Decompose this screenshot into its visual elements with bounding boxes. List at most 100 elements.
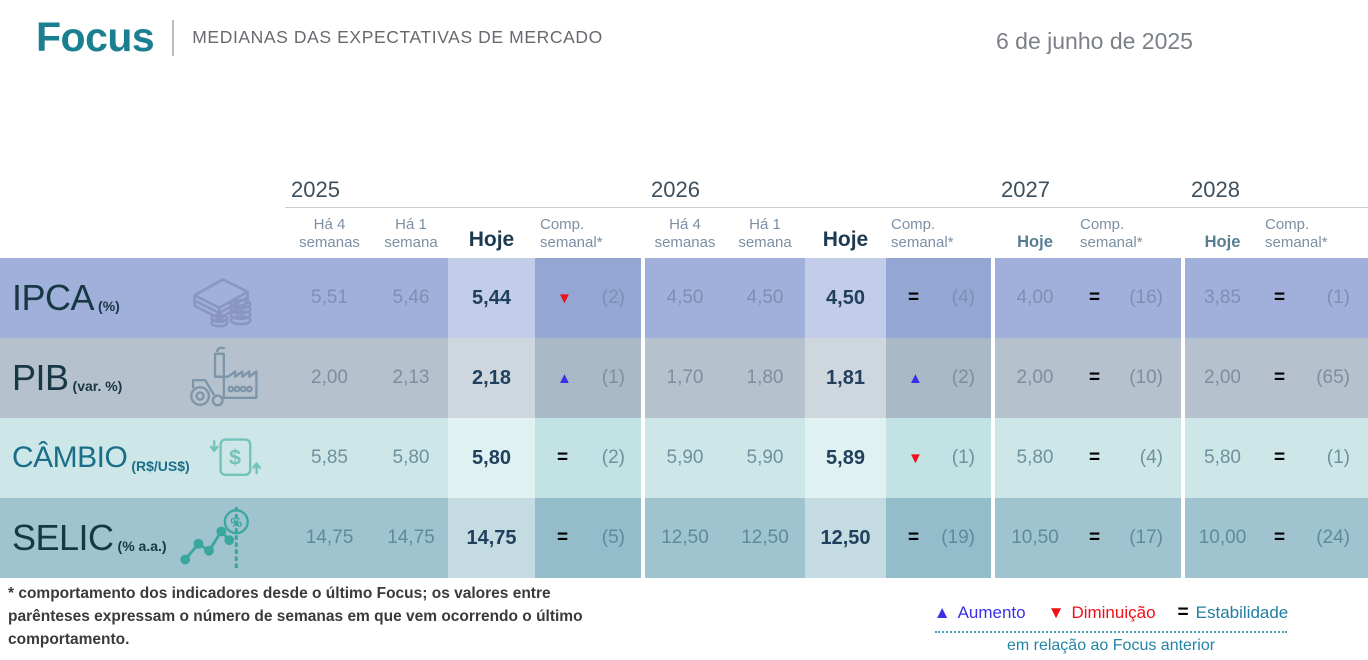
col-comp-2028: Comp. semanal* bbox=[1265, 215, 1328, 252]
cambio-2026-hoje: 5,89 bbox=[805, 418, 886, 498]
selic-2025-hoje: 14,75 bbox=[448, 498, 535, 578]
cambio-2027-comp: = (4) bbox=[1075, 418, 1181, 498]
pib-2026-ha1: 1,80 bbox=[725, 338, 805, 418]
focus-logo: Focus bbox=[36, 14, 155, 60]
col-ha4-2026: Há 4 semanas bbox=[654, 215, 716, 252]
trend-symbol: ▲ bbox=[557, 369, 572, 387]
cambio-2025-hoje: 5,80 bbox=[448, 418, 535, 498]
year-2026: 2026 bbox=[651, 177, 700, 202]
pib-2025-ha4: 2,00 bbox=[285, 338, 374, 418]
report-date: 6 de junho de 2025 bbox=[996, 28, 1193, 54]
cambio-2028-comp: = (1) bbox=[1260, 418, 1368, 498]
cambio-2028-hoje: 5,80 bbox=[1185, 418, 1260, 498]
row-label-selic: SELIC (% a.a.) % bbox=[0, 498, 285, 578]
selic-2028-hoje: 10,00 bbox=[1185, 498, 1260, 578]
ipca-2025-ha1: 5,46 bbox=[374, 258, 448, 338]
trend-symbol: = bbox=[908, 527, 920, 548]
col-comp-2026: Comp. semanal* bbox=[891, 215, 954, 252]
trend-symbol: ▼ bbox=[908, 449, 923, 467]
legend-down-label: Diminuição bbox=[1071, 603, 1156, 622]
row-label-cambio: CÂMBIO (R$/US$) $ bbox=[0, 418, 285, 498]
ipca-2026-comp: = (4) bbox=[886, 258, 991, 338]
svg-text:$: $ bbox=[229, 444, 241, 469]
selic-2025-ha1: 14,75 bbox=[374, 498, 448, 578]
row-label-pib: PIB (var. %) bbox=[0, 338, 285, 418]
col-comp-2025: Comp. semanal* bbox=[540, 215, 603, 252]
footnote: * comportamento dos indicadores desde o … bbox=[8, 585, 583, 648]
pib-2026-ha4: 1,70 bbox=[645, 338, 725, 418]
cambio-2025-ha4: 5,85 bbox=[285, 418, 374, 498]
ipca-2028-hoje: 3,85 bbox=[1185, 258, 1260, 338]
ipca-2026-hoje: 4,50 bbox=[805, 258, 886, 338]
ipca-2025-ha4: 5,51 bbox=[285, 258, 374, 338]
cambio-2025-ha1: 5,80 bbox=[374, 418, 448, 498]
trend-symbol: = bbox=[1274, 287, 1286, 308]
pib-2028-hoje: 2,00 bbox=[1185, 338, 1260, 418]
selic-2026-ha4: 12,50 bbox=[645, 498, 725, 578]
selic-2025-ha4: 14,75 bbox=[285, 498, 374, 578]
year-header-row: 2025 2026 2027 2028 bbox=[0, 172, 1368, 208]
pib-2026-comp: ▲ (2) bbox=[886, 338, 991, 418]
pib-2026-hoje: 1,81 bbox=[805, 338, 886, 418]
selic-2026-comp: = (19) bbox=[886, 498, 991, 578]
trend-symbol: = bbox=[1089, 447, 1101, 468]
trend-symbol: = bbox=[557, 447, 569, 468]
row-label-ipca: IPCA (%) bbox=[0, 258, 285, 338]
cambio-2025-comp: = (2) bbox=[535, 418, 641, 498]
col-hoje-2026: Hoje bbox=[822, 227, 869, 251]
legend-up-icon: ▲ bbox=[933, 603, 951, 622]
header-divider bbox=[172, 19, 175, 56]
legend-equal-label: Estabilidade bbox=[1195, 603, 1289, 622]
ipca-2027-comp: = (16) bbox=[1075, 258, 1181, 338]
pib-2025-ha1: 2,13 bbox=[374, 338, 448, 418]
ipca-2025-hoje: 5,44 bbox=[448, 258, 535, 338]
column-header-row: Há 4 semanas Há 1 semana Hoje Comp. semanal… bbox=[0, 208, 1368, 258]
selic-2025-comp: = (5) bbox=[535, 498, 641, 578]
year-2025: 2025 bbox=[291, 177, 340, 202]
col-ha1-2026: Há 1 semana bbox=[738, 215, 792, 252]
selic-2027-hoje: 10,50 bbox=[995, 498, 1075, 578]
legend-symbols: ▲ Aumento ▼ Diminuição = Estabilidade bbox=[933, 602, 1289, 633]
col-comp-2027: Comp. semanal* bbox=[1080, 215, 1143, 252]
ipca-2027-hoje: 4,00 bbox=[995, 258, 1075, 338]
trend-symbol: = bbox=[557, 527, 569, 548]
ipca-2028-comp: = (1) bbox=[1260, 258, 1368, 338]
svg-text:%: % bbox=[230, 515, 242, 530]
year-2027: 2027 bbox=[1001, 177, 1050, 202]
expectations-table: 2025 2026 2027 2028 Há 4 semanas Há 1 sema… bbox=[0, 172, 1368, 578]
currency-exchange-icon: $ bbox=[207, 427, 263, 489]
year-underline bbox=[285, 207, 1368, 208]
trend-symbol: ▲ bbox=[908, 369, 923, 387]
col-ha4-2025: Há 4 semanas bbox=[299, 215, 360, 252]
col-ha1-2025: Há 1 semana bbox=[384, 215, 438, 252]
trend-symbol: = bbox=[1089, 287, 1101, 308]
selic-2028-comp: = (24) bbox=[1260, 498, 1368, 578]
year-2028: 2028 bbox=[1191, 177, 1240, 202]
table-row-selic: SELIC (% a.a.) % 14,75 14,75 14,75 bbox=[0, 498, 1368, 578]
trend-symbol: = bbox=[1274, 447, 1286, 468]
pib-2025-comp: ▲ (1) bbox=[535, 338, 641, 418]
interest-rate-chart-icon: % bbox=[177, 505, 263, 571]
legend-note: em relação ao Focus anterior bbox=[1006, 637, 1216, 654]
cambio-2026-comp: ▼ (1) bbox=[886, 418, 991, 498]
ipca-2026-ha4: 4,50 bbox=[645, 258, 725, 338]
cambio-2026-ha4: 5,90 bbox=[645, 418, 725, 498]
col-hoje-2028: Hoje bbox=[1204, 233, 1241, 252]
trend-symbol: = bbox=[908, 287, 920, 308]
cambio-2026-ha1: 5,90 bbox=[725, 418, 805, 498]
legend: ▲ Aumento ▼ Diminuição = Estabilidade em re… bbox=[933, 602, 1289, 655]
table-row-pib: PIB (var. %) 2,00 2,13 2,18 ▲( bbox=[0, 338, 1368, 418]
selic-2027-comp: = (17) bbox=[1075, 498, 1181, 578]
report-title: MEDIANAS DAS EXPECTATIVAS DE MERCADO bbox=[192, 27, 603, 47]
selic-2026-hoje: 12,50 bbox=[805, 498, 886, 578]
trend-symbol: = bbox=[1274, 527, 1286, 548]
header: Focus MEDIANAS DAS EXPECTATIVAS DE MERCA… bbox=[36, 14, 603, 61]
trend-symbol: = bbox=[1274, 367, 1286, 388]
selic-2026-ha1: 12,50 bbox=[725, 498, 805, 578]
legend-down-icon: ▼ bbox=[1047, 603, 1065, 622]
pib-2028-comp: = (65) bbox=[1260, 338, 1368, 418]
pib-2027-hoje: 2,00 bbox=[995, 338, 1075, 418]
banknotes-coins-icon bbox=[181, 267, 263, 329]
pib-2025-hoje: 2,18 bbox=[448, 338, 535, 418]
